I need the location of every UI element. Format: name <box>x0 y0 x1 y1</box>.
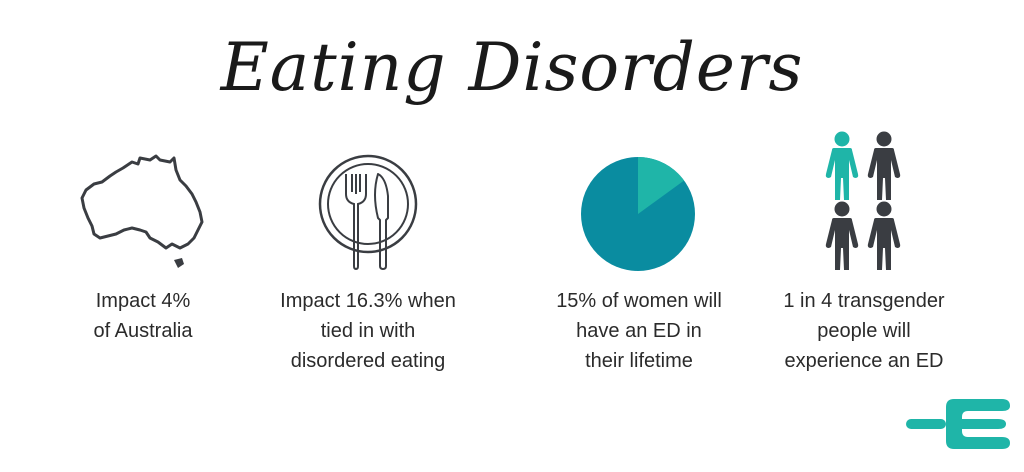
caption-line: their lifetime <box>585 350 693 372</box>
stat-caption-women: 15% of women will have an ED in their li… <box>528 286 750 376</box>
stat-caption-australia: Impact 4% of Australia <box>62 286 224 346</box>
person-figure <box>825 131 859 200</box>
pie-highlight-slice <box>638 157 685 214</box>
caption-line: 1 in 4 transgender <box>783 290 945 312</box>
fork-e-logo-icon <box>906 399 1010 449</box>
people-group-icon <box>825 131 901 270</box>
caption-line: experience an ED <box>784 350 944 372</box>
caption-line: Impact 4% <box>95 290 191 312</box>
page-title: Eating Disorders <box>220 29 804 106</box>
caption-line: people will <box>817 320 911 342</box>
stat-caption-disordered-eating: Impact 16.3% when tied in with disordere… <box>256 286 480 376</box>
pie-chart-icon <box>581 157 695 271</box>
page-title-text: Eating Disorders <box>220 29 804 106</box>
australia-map-icon <box>80 154 204 268</box>
caption-line: tied in with <box>320 320 416 342</box>
caption-line: Impact 16.3% when <box>280 290 456 312</box>
caption-line: have an ED in <box>576 320 702 342</box>
caption-line: 15% of women will <box>556 290 722 312</box>
person-figure <box>867 131 901 200</box>
stat-caption-transgender: 1 in 4 transgender people will experienc… <box>748 286 980 376</box>
plate-fork-knife-icon <box>318 154 418 271</box>
person-figure <box>825 201 859 270</box>
caption-line: disordered eating <box>290 350 446 372</box>
caption-line: of Australia <box>93 320 193 342</box>
person-figure <box>867 201 901 270</box>
